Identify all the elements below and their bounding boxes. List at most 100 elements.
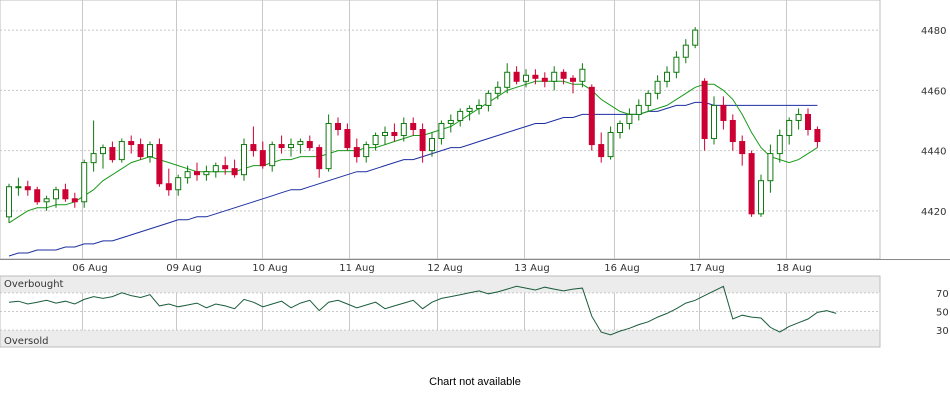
candle-body	[222, 165, 229, 170]
candle-body	[673, 56, 680, 73]
candle-body	[175, 177, 182, 191]
candle	[814, 126, 821, 148]
candle-body	[62, 189, 69, 200]
candle	[128, 135, 135, 154]
candle	[447, 114, 454, 133]
x-tick-label: 18 Aug	[776, 263, 811, 274]
candle	[288, 138, 294, 157]
candle	[410, 117, 417, 136]
candle-body	[24, 186, 31, 191]
candle-body	[165, 183, 172, 191]
candle	[645, 90, 652, 112]
candle	[43, 195, 50, 211]
candle	[560, 69, 567, 85]
candle	[372, 132, 379, 151]
candle	[6, 183, 12, 223]
candle	[194, 162, 200, 181]
candle-body	[269, 144, 276, 167]
candle-body	[419, 129, 426, 152]
x-tick-label: 16 Aug	[604, 263, 639, 274]
candle	[805, 108, 811, 136]
candle-body	[551, 71, 558, 82]
candle	[795, 108, 802, 130]
candle-body	[382, 132, 388, 137]
candle	[344, 123, 351, 151]
candle	[617, 120, 623, 139]
candle	[231, 159, 238, 178]
price-tick-label: 4460	[921, 86, 946, 97]
candle-body	[494, 86, 501, 94]
candle	[692, 27, 699, 49]
candle-body	[137, 144, 144, 158]
candle-body	[100, 147, 106, 155]
candle	[90, 120, 97, 172]
candle	[720, 96, 727, 130]
candle	[81, 159, 88, 208]
candle	[391, 123, 398, 142]
candle	[551, 66, 558, 91]
candle-body	[438, 122, 445, 140]
candle	[250, 126, 257, 157]
candle-body	[231, 168, 238, 176]
candle-body	[729, 119, 736, 143]
candle-body	[259, 150, 266, 167]
candle	[682, 39, 689, 64]
candle-body	[203, 171, 210, 176]
candle	[476, 99, 482, 115]
x-tick-label: 13 Aug	[514, 263, 549, 274]
slow-moving-average-line	[8, 101, 818, 257]
candle	[184, 165, 191, 184]
candle	[137, 138, 144, 160]
candle-body	[128, 141, 135, 146]
candle-body	[344, 129, 351, 149]
candle-body	[701, 80, 708, 140]
candle-body	[363, 144, 370, 158]
candle	[513, 66, 520, 85]
candle	[109, 141, 116, 163]
candle	[269, 141, 276, 172]
candle-body	[71, 198, 78, 203]
candle	[607, 126, 614, 160]
x-tick-label: 12 Aug	[427, 263, 462, 274]
candle-body	[410, 122, 417, 131]
candle	[419, 123, 426, 163]
candle	[485, 90, 492, 112]
osc-tick-label: 30	[936, 326, 949, 337]
candle-body	[212, 165, 219, 173]
candle	[241, 138, 247, 181]
x-tick-label: 10 Aug	[252, 263, 287, 274]
candle-body	[250, 144, 257, 152]
x-tick-label: 11 Aug	[339, 263, 374, 274]
candle-body	[692, 29, 699, 46]
candle-body	[316, 147, 323, 170]
candle	[635, 99, 642, 121]
candle-body	[654, 80, 661, 94]
price-tick-label: 4420	[921, 207, 946, 218]
candle	[579, 63, 586, 88]
candle-body	[400, 122, 407, 137]
candle	[53, 186, 59, 208]
candle	[325, 114, 332, 172]
candle-body	[297, 141, 304, 146]
candle-body	[288, 144, 294, 149]
oversold-band	[0, 330, 880, 347]
candle-body	[635, 104, 642, 115]
candle	[504, 63, 511, 94]
candle-body	[720, 104, 727, 121]
candle	[570, 75, 576, 94]
candle	[353, 138, 360, 163]
candle-body	[372, 135, 379, 146]
candle-body	[739, 141, 746, 155]
chart-footnote: Chart not available	[429, 376, 521, 388]
candle	[62, 183, 69, 202]
chart-svg: 4420 4440 4460 4480 06 Aug 09 Aug 10 Aug 11 Aug…	[0, 0, 950, 348]
candle-body	[429, 138, 435, 152]
candle	[664, 66, 670, 88]
candle-body	[194, 171, 200, 176]
candle-body	[711, 104, 717, 140]
osc-tick-label: 50	[936, 308, 949, 319]
candle	[711, 96, 717, 145]
candle	[316, 144, 323, 178]
candle-body	[306, 141, 313, 149]
